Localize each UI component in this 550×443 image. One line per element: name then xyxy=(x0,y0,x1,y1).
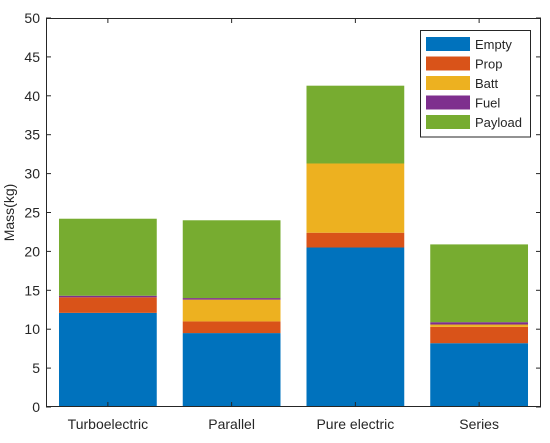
bar-payload-series xyxy=(430,244,529,323)
bar-batt-series xyxy=(430,324,529,327)
y-tick-label: 45 xyxy=(24,49,40,65)
bar-prop-turboelectric xyxy=(58,297,157,313)
y-tick-label: 50 xyxy=(24,10,40,26)
y-tick-label: 20 xyxy=(24,243,40,259)
y-tick-label: 35 xyxy=(24,127,40,143)
bar-payload-turboelectric xyxy=(58,218,157,296)
y-tick-label: 15 xyxy=(24,282,40,298)
legend-swatch-payload xyxy=(426,115,470,129)
y-tick-label: 30 xyxy=(24,166,40,182)
bar-empty-parallel xyxy=(182,333,281,407)
legend-swatch-batt xyxy=(426,76,470,90)
x-tick-label-series: Series xyxy=(459,416,499,432)
y-tick-label: 5 xyxy=(32,360,40,376)
bar-prop-pure-electric xyxy=(306,232,405,248)
bar-fuel-series xyxy=(430,322,529,325)
x-tick-label-turboelectric: Turboelectric xyxy=(68,416,148,432)
bar-empty-series xyxy=(430,343,529,407)
bar-batt-pure-electric xyxy=(306,163,405,233)
legend-label-fuel: Fuel xyxy=(475,96,500,111)
legend: Empty Prop Batt Fuel Payload xyxy=(420,30,531,138)
x-tick-label-pure-electric: Pure electric xyxy=(316,416,394,432)
bar-empty-pure-electric xyxy=(306,247,405,407)
y-tick-label: 0 xyxy=(32,399,40,415)
legend-swatch-empty xyxy=(426,37,470,51)
bar-fuel-turboelectric xyxy=(58,295,157,298)
legend-label-empty: Empty xyxy=(475,37,512,52)
y-tick-label: 10 xyxy=(24,321,40,337)
legend-swatch-fuel xyxy=(426,95,470,110)
bar-prop-parallel xyxy=(182,321,281,334)
legend-label-payload: Payload xyxy=(475,115,522,130)
legend-label-batt: Batt xyxy=(475,76,499,91)
bar-fuel-parallel xyxy=(182,298,281,300)
bar-prop-series xyxy=(430,326,529,344)
y-axis-label: Mass(kg) xyxy=(1,184,17,242)
y-tick-label: 40 xyxy=(24,88,40,104)
bar-payload-pure-electric xyxy=(306,85,405,164)
bar-empty-turboelectric xyxy=(58,312,157,407)
x-tick-label-parallel: Parallel xyxy=(208,416,255,432)
y-tick-label: 25 xyxy=(24,205,40,221)
legend-label-prop: Prop xyxy=(475,57,502,72)
bar-payload-parallel xyxy=(182,220,281,299)
legend-swatch-prop xyxy=(426,56,470,71)
bar-batt-parallel xyxy=(182,299,281,322)
